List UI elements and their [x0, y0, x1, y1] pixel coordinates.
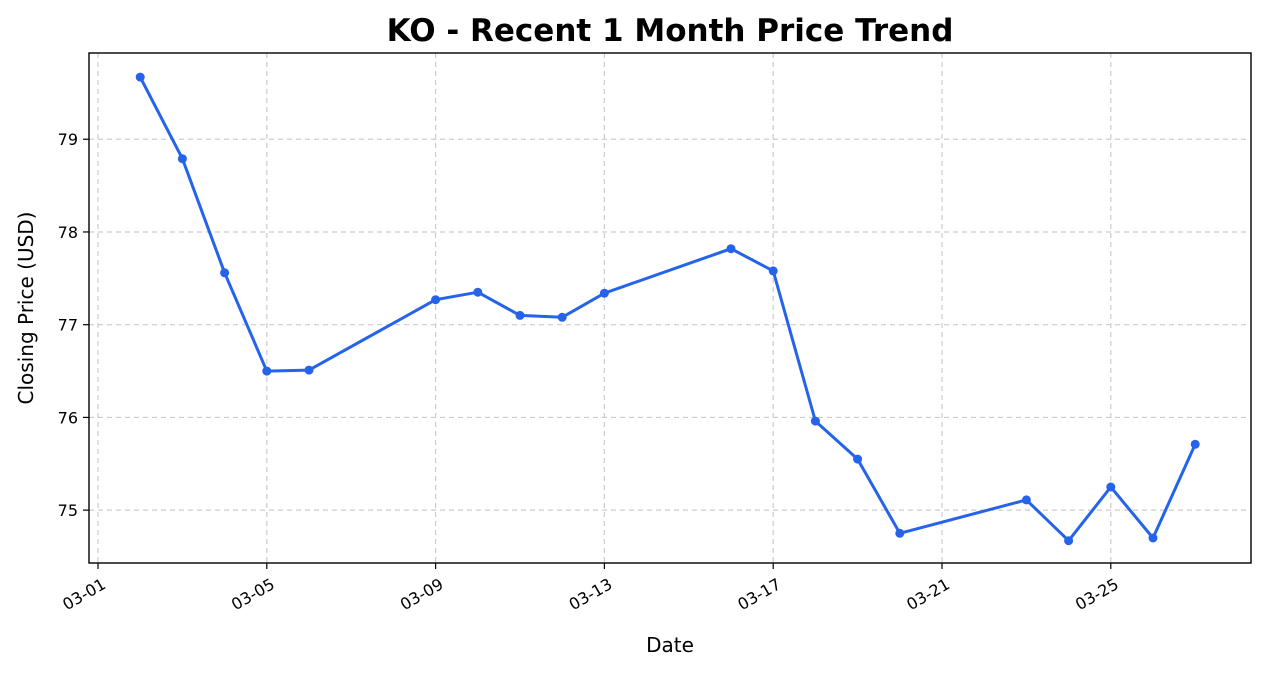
x-tick-label: 03-01 [59, 574, 109, 614]
y-tick-label: 79 [58, 130, 78, 149]
data-point [220, 268, 230, 278]
series-line [138, 75, 1197, 543]
data-point [1021, 495, 1031, 505]
chart-title: KO - Recent 1 Month Price Trend [387, 13, 954, 49]
data-point [768, 266, 778, 276]
y-tick-label: 75 [58, 501, 78, 520]
data-point [1106, 482, 1116, 492]
x-tick-label: 03-25 [1072, 574, 1122, 614]
data-point [262, 366, 272, 376]
data-point [726, 244, 736, 254]
x-tick-label: 03-21 [903, 574, 953, 614]
data-point [1190, 439, 1200, 449]
data-point [599, 288, 609, 298]
x-tick-label: 03-09 [397, 574, 447, 614]
x-axis-label: Date [646, 633, 694, 657]
y-tick-label: 76 [58, 408, 78, 427]
data-point [304, 365, 314, 375]
plot-frame [88, 52, 1252, 564]
series [135, 72, 1200, 546]
data-point [473, 287, 483, 297]
data-point [853, 454, 863, 464]
data-point [810, 416, 820, 426]
x-tick-label: 03-05 [228, 574, 278, 614]
grid [89, 53, 1251, 563]
x-tick-label: 03-17 [734, 574, 784, 614]
axis-ticks: 03-01 03-05 03-09 03-13 03-17 03-21 03-25 75 76 7… [58, 130, 1122, 614]
data-point [431, 295, 441, 305]
data-point [1064, 536, 1074, 546]
x-tick-label: 03-13 [566, 574, 616, 614]
data-point [515, 310, 525, 320]
data-point [895, 528, 905, 538]
data-point [177, 154, 187, 164]
data-point [135, 72, 145, 82]
y-tick-label: 77 [58, 316, 78, 335]
data-point [1148, 533, 1158, 543]
y-tick-label: 78 [58, 223, 78, 242]
y-axis-label: Closing Price (USD) [14, 212, 38, 405]
data-point [557, 312, 567, 322]
